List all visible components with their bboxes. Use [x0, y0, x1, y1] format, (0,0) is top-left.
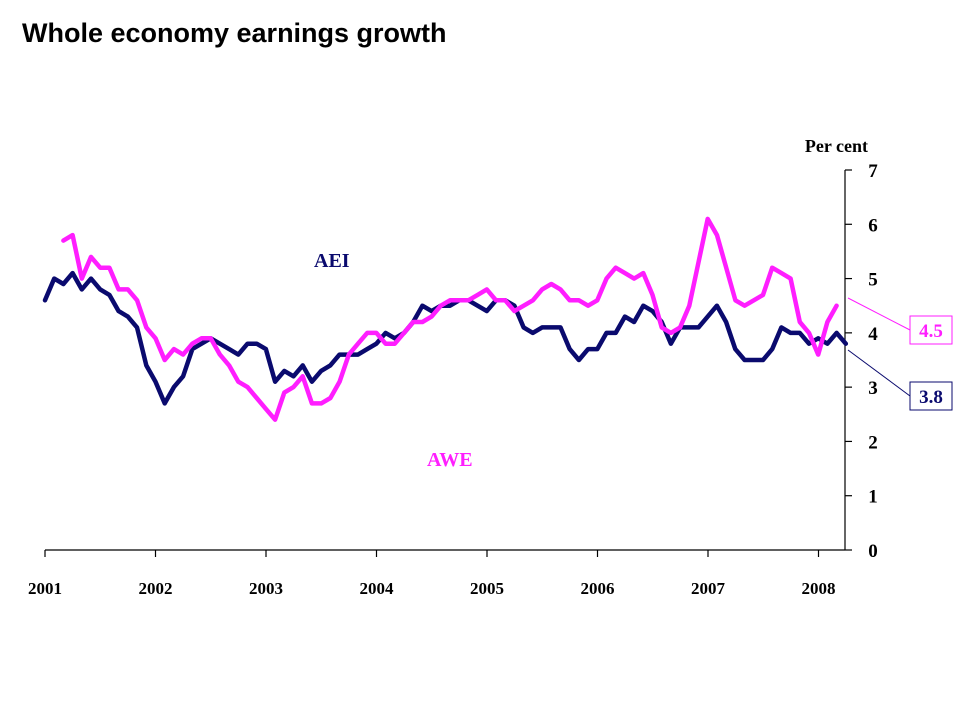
y-tick-label: 2 — [868, 432, 878, 453]
y-tick-label: 0 — [868, 541, 878, 562]
x-tick-label: 2008 — [802, 579, 836, 598]
y-tick-label: 3 — [868, 378, 878, 399]
callout-value-awe: 4.5 — [919, 321, 943, 342]
latest-value-callouts: 4.5 3.8 — [847, 297, 953, 411]
y-tick-label: 5 — [868, 270, 878, 291]
y-tick-label: 4 — [868, 324, 878, 345]
chart-title: Whole economy earnings growth — [22, 18, 447, 48]
x-tick-label: 2002 — [139, 579, 173, 598]
series-line-aei — [42, 270, 849, 406]
x-tick-label: 2006 — [581, 579, 615, 598]
y-tick-label: 6 — [868, 215, 878, 236]
x-tick-label: 2003 — [249, 579, 283, 598]
callout-leader-awe — [847, 297, 911, 331]
callout-value-aei: 3.8 — [919, 387, 943, 408]
callout-leader-aei — [847, 349, 911, 397]
x-tick-label: 2001 — [28, 579, 62, 598]
callout-box-aei — [909, 381, 953, 411]
y-tick-label: 1 — [868, 487, 878, 508]
x-tick-label: 2004 — [360, 579, 395, 598]
series-label-awe: AWE — [427, 449, 473, 471]
y-axis-label: Per cent — [805, 136, 868, 156]
chart-series-layer — [42, 216, 849, 422]
callout-box-awe — [909, 315, 953, 345]
y-tick-label: 7 — [868, 161, 878, 182]
series-label-aei: AEI — [314, 250, 350, 272]
chart-axes: 0 1 2 3 4 5 6 7 2001 2002 2003 2004 2005 2006 2007 2008 — [28, 161, 878, 598]
x-tick-label: 2005 — [470, 579, 504, 598]
x-tick-label: 2007 — [691, 579, 726, 598]
series-line-awe — [61, 216, 839, 422]
